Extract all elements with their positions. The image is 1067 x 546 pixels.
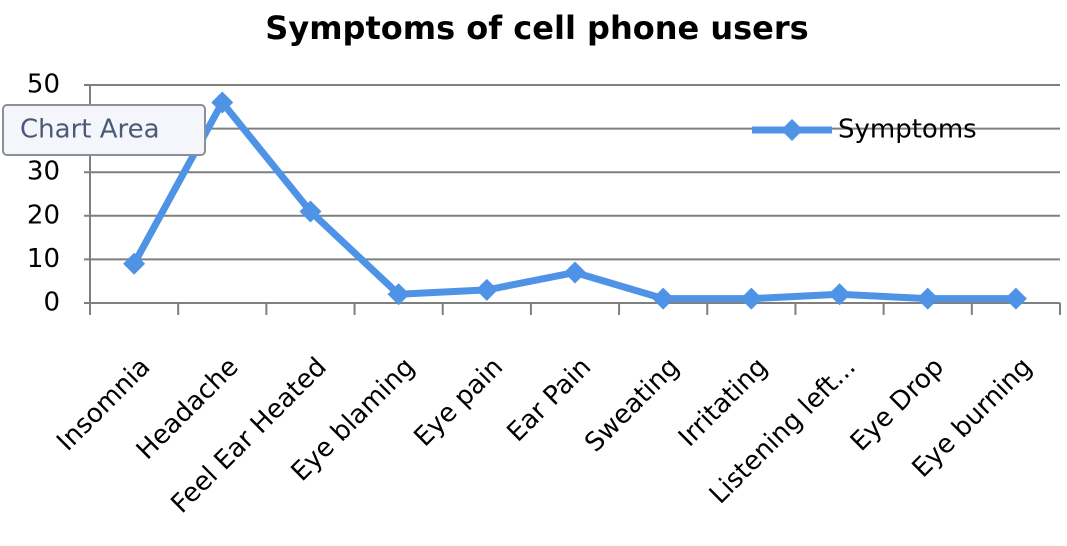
y-tick-label: 30	[27, 157, 60, 187]
data-point	[1004, 287, 1027, 310]
y-tick-label: 20	[27, 200, 60, 230]
legend-marker	[781, 119, 803, 141]
x-tick-label: Feel Ear Heated	[165, 352, 332, 519]
data-point	[740, 287, 763, 310]
y-tick-label: 0	[43, 288, 60, 318]
data-point	[387, 283, 410, 306]
chart-title: Symptoms of cell phone users	[265, 9, 808, 47]
tooltip-box	[2, 104, 206, 156]
data-point	[211, 91, 234, 114]
tooltip-text: Chart Area	[20, 115, 160, 145]
y-tick-label: 50	[27, 70, 60, 100]
data-point	[123, 252, 146, 275]
y-tick-label: 10	[27, 244, 60, 274]
data-point	[564, 261, 586, 284]
data-point	[828, 283, 851, 306]
data-point	[652, 287, 675, 310]
legend-label: Symptoms	[838, 115, 977, 145]
data-point	[916, 287, 939, 310]
x-tick-label: Eye pain	[409, 352, 510, 453]
data-point	[299, 200, 322, 223]
data-point	[475, 278, 498, 301]
x-tick-label: Sweating	[579, 352, 685, 458]
